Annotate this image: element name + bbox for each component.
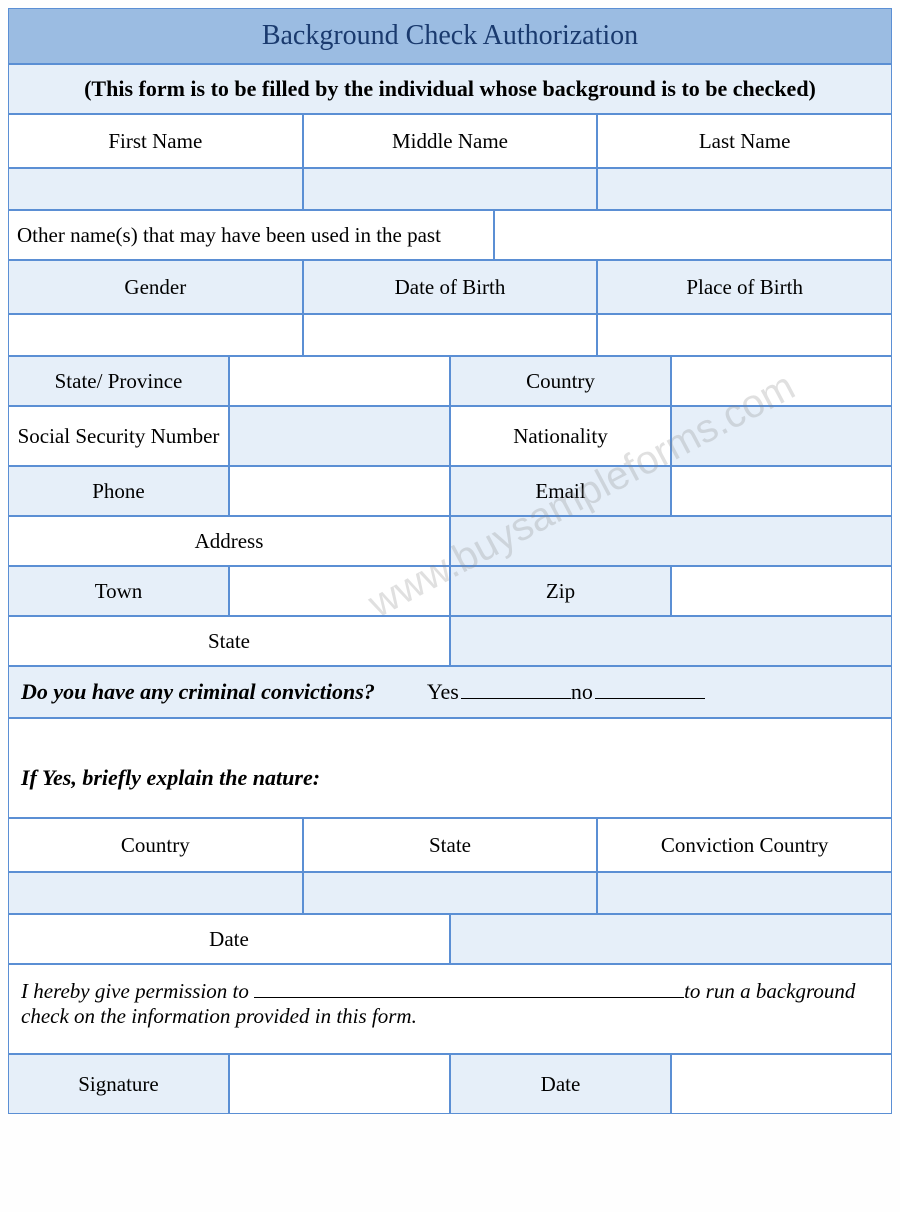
label-middle-name: Middle Name (303, 114, 598, 168)
input-first-name[interactable] (8, 168, 303, 210)
label-yes: Yes (427, 679, 459, 704)
label-no: no (571, 679, 593, 704)
label-state: State (8, 616, 450, 666)
label-address: Address (8, 516, 450, 566)
input-dob[interactable] (303, 314, 598, 356)
label-last-name: Last Name (597, 114, 892, 168)
label-email: Email (450, 466, 671, 516)
label-conv-country2: Conviction Country (597, 818, 892, 872)
input-conv-country2[interactable] (597, 872, 892, 914)
label-town: Town (8, 566, 229, 616)
input-yes[interactable] (461, 698, 571, 699)
label-phone: Phone (8, 466, 229, 516)
input-state[interactable] (450, 616, 892, 666)
input-no[interactable] (595, 698, 705, 699)
label-other-names: Other name(s) that may have been used in… (8, 210, 494, 260)
label-first-name: First Name (8, 114, 303, 168)
input-nationality[interactable] (671, 406, 892, 466)
input-other-names[interactable] (494, 210, 892, 260)
form-container: www.buysampleforms.com Background Check … (8, 8, 892, 1114)
input-state-province[interactable] (229, 356, 450, 406)
label-country: Country (450, 356, 671, 406)
input-email[interactable] (671, 466, 892, 516)
criminal-question-text: Do you have any criminal convictions? (21, 679, 375, 705)
form-title: Background Check Authorization (8, 8, 892, 64)
input-middle-name[interactable] (303, 168, 598, 210)
input-date[interactable] (671, 1054, 892, 1114)
input-country[interactable] (671, 356, 892, 406)
label-ssn: Social Security Number (8, 406, 229, 466)
label-zip: Zip (450, 566, 671, 616)
input-town[interactable] (229, 566, 450, 616)
label-gender: Gender (8, 260, 303, 314)
criminal-explain: If Yes, briefly explain the nature: (8, 718, 892, 818)
input-conv-state[interactable] (303, 872, 598, 914)
permission-prefix: I hereby give permission to (21, 979, 254, 1003)
permission-statement: I hereby give permission to to run a bac… (8, 964, 892, 1054)
input-ssn[interactable] (229, 406, 450, 466)
form-subtitle: (This form is to be filled by the indivi… (8, 64, 892, 114)
label-conv-date: Date (8, 914, 450, 964)
input-last-name[interactable] (597, 168, 892, 210)
label-state-province: State/ Province (8, 356, 229, 406)
input-gender[interactable] (8, 314, 303, 356)
input-conv-date[interactable] (450, 914, 892, 964)
label-nationality: Nationality (450, 406, 671, 466)
input-pob[interactable] (597, 314, 892, 356)
input-conv-country[interactable] (8, 872, 303, 914)
label-pob: Place of Birth (597, 260, 892, 314)
input-zip[interactable] (671, 566, 892, 616)
label-dob: Date of Birth (303, 260, 598, 314)
input-signature[interactable] (229, 1054, 450, 1114)
label-conv-state: State (303, 818, 598, 872)
criminal-question: Do you have any criminal convictions? Ye… (8, 666, 892, 718)
input-address[interactable] (450, 516, 892, 566)
label-date: Date (450, 1054, 671, 1114)
label-conv-country: Country (8, 818, 303, 872)
label-signature: Signature (8, 1054, 229, 1114)
input-permission-name[interactable] (254, 997, 684, 998)
input-phone[interactable] (229, 466, 450, 516)
